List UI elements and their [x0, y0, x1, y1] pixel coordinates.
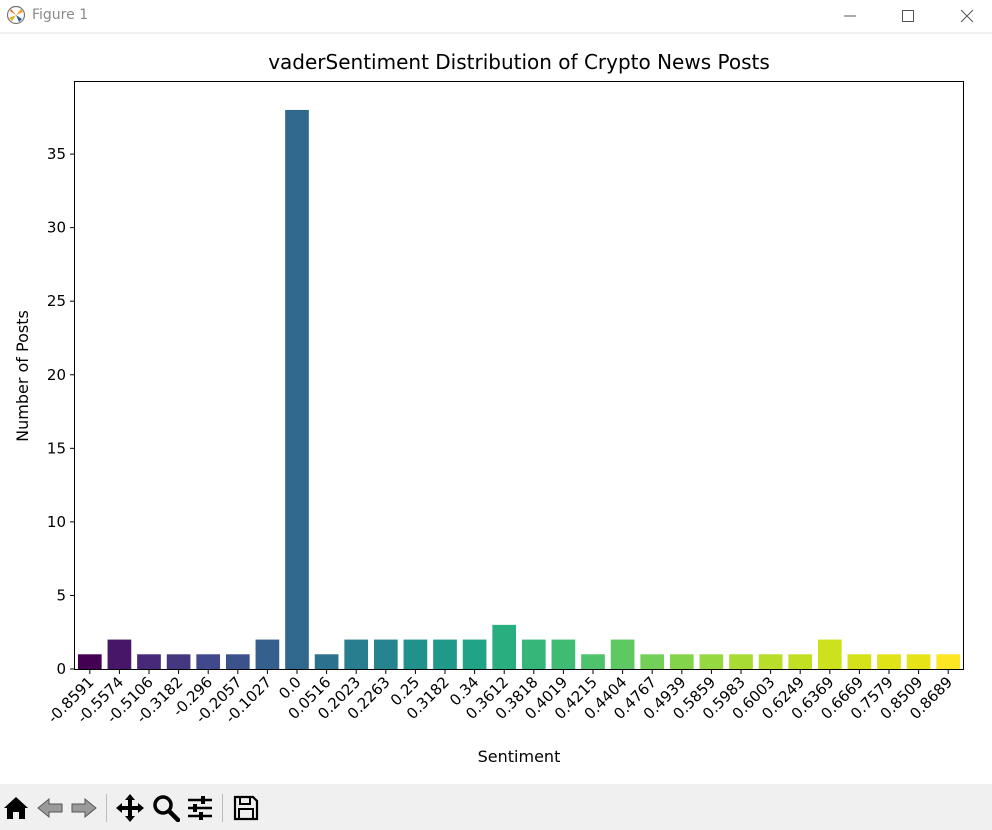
plot-frame [74, 81, 964, 670]
bar [758, 654, 783, 669]
bar [403, 639, 428, 669]
y-axis-label: Number of Posts [13, 310, 32, 442]
save-button[interactable] [230, 792, 262, 824]
back-button[interactable] [34, 792, 66, 824]
bar [344, 639, 369, 669]
minimize-icon [844, 15, 856, 17]
y-tick-label: 35 [47, 145, 66, 163]
bar [196, 654, 221, 669]
x-axis-label: Sentiment [478, 747, 561, 766]
y-tick-label: 5 [56, 586, 66, 604]
figure-canvas: vaderSentiment Distribution of Crypto Ne… [0, 34, 992, 784]
forward-arrow-icon [71, 797, 97, 819]
y-tick-label: 10 [47, 513, 66, 531]
bar [669, 654, 694, 669]
close-icon [960, 9, 974, 23]
bar [817, 639, 842, 669]
toolbar-separator [222, 794, 223, 822]
minimize-button[interactable] [827, 0, 873, 32]
bar [936, 654, 961, 669]
chart-title: vaderSentiment Distribution of Crypto Ne… [268, 50, 770, 74]
navigation-toolbar [0, 786, 992, 830]
move-icon [116, 794, 144, 822]
bar [521, 639, 546, 669]
bar [847, 654, 872, 669]
zoom-button[interactable] [150, 792, 182, 824]
bar [699, 654, 724, 669]
maximize-icon [902, 10, 914, 22]
bar [640, 654, 665, 669]
bar-chart: vaderSentiment Distribution of Crypto Ne… [13, 50, 964, 766]
home-icon [4, 797, 28, 819]
window-titlebar: Figure 1 [0, 0, 992, 32]
bar [166, 654, 191, 669]
bar [225, 654, 250, 669]
magnifier-icon [153, 795, 180, 822]
bar [107, 639, 132, 669]
bar [77, 654, 102, 669]
matplotlib-logo-icon [6, 5, 26, 25]
bar [906, 654, 931, 669]
bar [551, 639, 576, 669]
sliders-icon [188, 796, 212, 820]
bar [581, 654, 605, 669]
y-tick-label: 0 [56, 660, 66, 678]
forward-button[interactable] [68, 792, 100, 824]
close-button[interactable] [944, 0, 990, 32]
bar [137, 654, 161, 669]
window-title: Figure 1 [32, 7, 89, 23]
bar [610, 639, 635, 669]
y-tick-label: 30 [47, 219, 66, 237]
configure-subplots-button[interactable] [184, 792, 216, 824]
toolbar-separator [106, 794, 107, 822]
bar [314, 654, 339, 669]
bar [373, 639, 398, 669]
bar [462, 639, 487, 669]
y-tick-label: 25 [47, 292, 66, 310]
bar [255, 639, 280, 669]
bar [788, 654, 813, 669]
bar [285, 109, 309, 669]
floppy-disk-icon [233, 795, 259, 821]
bar [877, 654, 901, 669]
back-arrow-icon [37, 797, 63, 819]
bar [492, 624, 517, 669]
y-tick-label: 15 [47, 439, 66, 457]
bar [433, 639, 457, 669]
bar [729, 654, 753, 669]
y-tick-label: 20 [47, 366, 66, 384]
pan-button[interactable] [114, 792, 146, 824]
maximize-button[interactable] [885, 0, 931, 32]
home-button[interactable] [0, 792, 32, 824]
